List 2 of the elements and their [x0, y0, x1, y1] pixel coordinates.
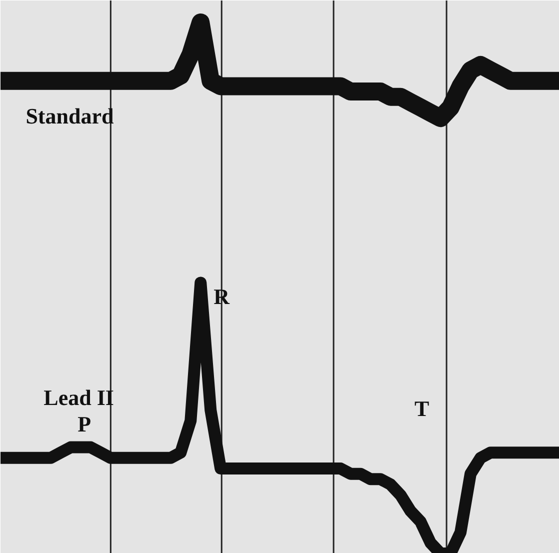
annotation: T: [414, 396, 430, 421]
annotation: P: [78, 412, 92, 437]
